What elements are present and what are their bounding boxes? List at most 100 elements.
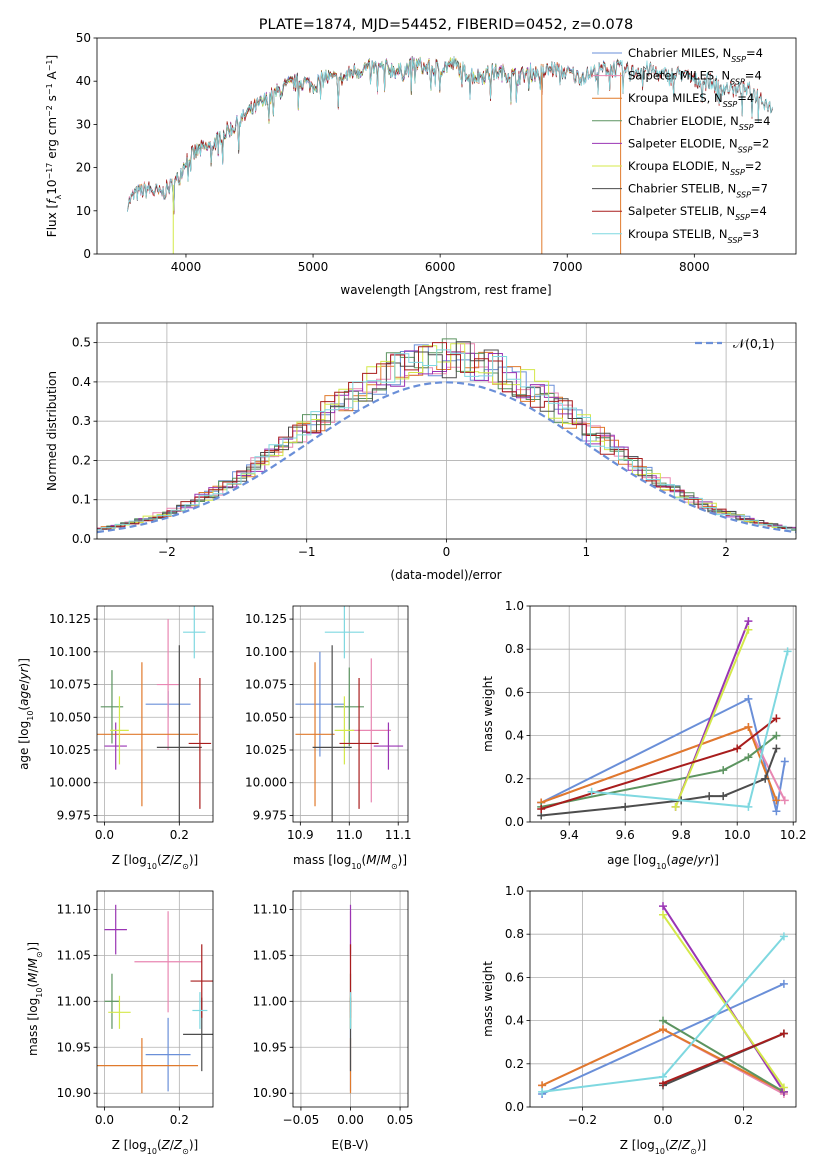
x-axis-label: Z [log10(Z/Z⊙)]	[112, 1138, 198, 1156]
legend-label: 𝒩(0,1)	[733, 336, 775, 351]
weight-marker	[659, 1025, 667, 1034]
legend-label: Chabrier ELODIE, NSSP=4	[628, 114, 770, 132]
plot-spectrum: 4000 5000 6000 7000 8000 0 10 20 30 40 50 Chabrier …	[76, 31, 797, 274]
weight-marker	[772, 807, 781, 816]
plot-age_vs_mass: 10.9 11.0 11.1 9.975 10.000 10.025 10.050 10.07…	[245, 605, 412, 842]
weight-marker	[587, 787, 596, 796]
x-axis-label: Z [log10(Z/Z⊙)]	[112, 853, 198, 871]
legend: Chabrier MILES, NSSP=4 Salpeter MILES, NS…	[592, 46, 770, 244]
weight-marker	[744, 753, 753, 762]
y-tick-label: 10.075	[49, 678, 91, 692]
x-tick-label: 0.0	[95, 828, 114, 842]
y-tick-label: 0.6	[505, 685, 524, 699]
weight-marker	[779, 932, 788, 941]
x-tick-label: 0.2	[170, 1113, 189, 1127]
weight-line	[662, 1032, 785, 1085]
weight-marker	[671, 802, 680, 811]
y-tick-label: 0.1	[72, 493, 91, 507]
x-tick-label: 10.0	[724, 828, 751, 842]
x-tick-label: 10.2	[780, 828, 807, 842]
y-axis-label: mass weight	[481, 676, 495, 752]
y-tick-label: 10.025	[49, 743, 91, 757]
plot-area	[538, 902, 788, 1099]
legend-label: Salpeter STELIB, NSSP=4	[628, 204, 767, 222]
weight-line	[541, 982, 785, 1095]
y-axis-label: mass [log10(M/M⊙)]	[26, 942, 44, 1056]
y-tick-label: 11.10	[253, 902, 287, 916]
y-tick-label: 10.90	[253, 1086, 287, 1100]
weight-marker	[538, 1087, 547, 1096]
weight-marker	[621, 802, 630, 811]
plot-frame	[96, 322, 797, 540]
x-tick-label: −1	[298, 545, 316, 559]
x-axis-label: Z [log10(Z/Z⊙)]	[620, 1138, 706, 1156]
histogram-series	[97, 349, 796, 531]
y-tick-label: 30	[76, 117, 91, 131]
x-tick-label: 11.1	[385, 828, 412, 842]
x-tick-label: 0.05	[387, 1113, 414, 1127]
plot-frame	[292, 605, 409, 823]
plot-frame	[292, 890, 409, 1108]
plot-weight_vs_age: 9.4 9.6 9.8 10.0 10.2 0.0 0.2 0.4 0.6 0.8 1.0	[505, 599, 807, 842]
x-tick-label: 0.2	[734, 1113, 753, 1127]
x-axis-label: age [log10(age/yr)]	[607, 853, 719, 871]
weight-marker	[779, 1029, 788, 1038]
weight-marker	[719, 792, 728, 801]
y-tick-label: 0.2	[72, 453, 91, 467]
weight-marker	[744, 617, 753, 626]
weight-marker	[744, 694, 753, 703]
weight-marker	[772, 731, 781, 740]
plot-area	[97, 606, 212, 822]
plot-mass_vs_EBV: −0.05 0.00 0.05 10.90 10.95 11.00 11.05 11.10	[253, 890, 414, 1127]
plot-frame	[529, 890, 797, 1108]
y-axis-label: Normed distribution	[45, 371, 59, 491]
y-tick-label: 0.6	[505, 970, 524, 984]
y-tick-label: 0.4	[505, 1014, 524, 1028]
plot-area	[295, 606, 404, 822]
y-tick-label: 0.4	[505, 729, 524, 743]
legend-label: Salpeter ELODIE, NSSP=2	[628, 136, 769, 154]
weight-marker	[733, 744, 742, 753]
y-tick-label: 0.8	[505, 927, 524, 941]
y-tick-label: 0.0	[505, 815, 524, 829]
normal-curve	[97, 381, 796, 534]
x-tick-label: 0.00	[337, 1113, 364, 1127]
y-tick-label: 1.0	[505, 884, 524, 898]
weight-marker	[761, 774, 770, 783]
y-axis-label: age [log10(age/yr)]	[17, 658, 35, 770]
plot-mass_vs_Z: 0.0 0.2 10.90 10.95 11.00 11.05 11.10	[57, 890, 214, 1127]
plot-weight_vs_Z: −0.2 0.0 0.2 0.0 0.2 0.4 0.6 0.8 1.0	[505, 884, 797, 1127]
plot-frame	[96, 37, 797, 255]
weight-marker	[780, 757, 789, 766]
x-tick-label: 0	[443, 545, 451, 559]
y-tick-label: 10.90	[57, 1086, 91, 1100]
x-tick-label: 7000	[552, 260, 583, 274]
x-tick-label: −0.05	[283, 1113, 320, 1127]
plot-background	[293, 606, 408, 822]
plot-residuals: −2 −1 0 1 2 0.0 0.1 0.2 0.3 0.4 0.5 𝒩(0,1)	[72, 322, 797, 559]
x-axis-label: wavelength [Angstrom, rest frame]	[340, 283, 551, 297]
weight-marker	[744, 625, 753, 634]
weight-marker	[659, 910, 667, 919]
y-tick-label: 20	[76, 161, 91, 175]
weight-line	[662, 905, 785, 1093]
x-tick-label: 1	[582, 545, 590, 559]
plot-background	[97, 891, 213, 1107]
plot-background	[97, 606, 213, 822]
x-tick-label: 4000	[171, 260, 202, 274]
y-tick-label: 0.3	[72, 414, 91, 428]
x-tick-label: 0.2	[170, 828, 189, 842]
y-tick-label: 10.000	[49, 776, 91, 790]
legend-label: Kroupa MILES, NSSP=4	[628, 91, 754, 109]
weight-marker	[705, 792, 714, 801]
x-tick-label: 5000	[298, 260, 329, 274]
weight-marker	[659, 902, 667, 911]
y-tick-label: 11.00	[57, 994, 91, 1008]
weight-marker	[744, 722, 753, 731]
y-tick-label: 0.0	[72, 532, 91, 546]
y-tick-label: 10.050	[49, 710, 91, 724]
x-tick-label: 11.0	[336, 828, 363, 842]
plot-frame	[96, 890, 214, 1108]
y-tick-label: 10.075	[245, 678, 287, 692]
